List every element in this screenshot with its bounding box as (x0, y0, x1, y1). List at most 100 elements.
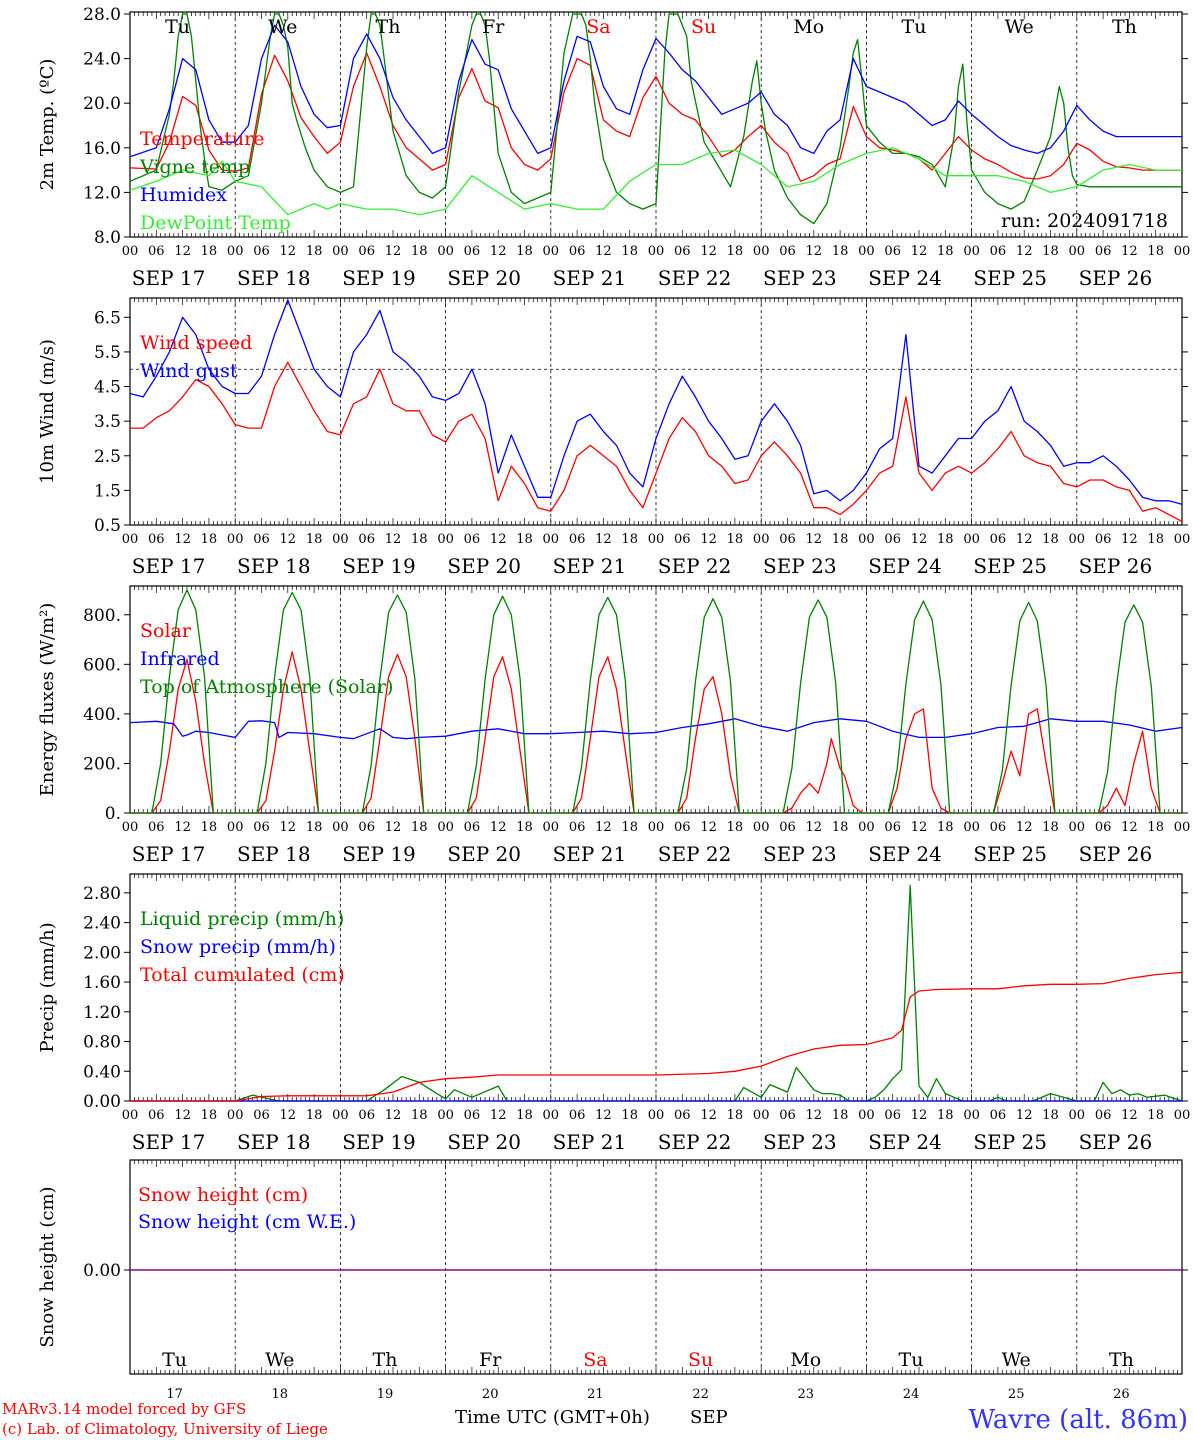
weekday-label: Tu (165, 16, 190, 38)
x-date-label: SEP 24 (868, 842, 942, 866)
x-date-label: SEP 23 (763, 842, 837, 866)
weekday-label: Tu (899, 1349, 924, 1371)
x-date-label: SEP 17 (132, 842, 206, 866)
x-hour-label: 18 (411, 820, 428, 835)
panel-2: 0.5 1.5 2.5 3.5 4.5 5.5 6.5 10m Wind (m/s) Wind … (37, 297, 1191, 578)
y-tick-label: 2.80 (83, 884, 121, 904)
x-hour-label: 00 (543, 820, 560, 835)
x-date-label: SEP 25 (973, 266, 1047, 290)
x-date-label: SEP 19 (342, 266, 416, 290)
y-axis-label: 10m Wind (m/s) (37, 339, 58, 484)
x-hour-label: 18 (832, 244, 849, 259)
x-hour-label: 12 (595, 1108, 612, 1123)
x-hour-label: 06 (990, 532, 1007, 547)
weekday-label: Sa (586, 16, 610, 38)
x-hour-label: 00 (543, 1108, 560, 1123)
day-number-label: 23 (798, 1387, 815, 1402)
y-tick-label: 400. (83, 705, 121, 725)
x-hour-label: 12 (174, 244, 191, 259)
x-hour-label: 00 (437, 820, 454, 835)
day-number-label: 18 (272, 1387, 289, 1402)
weekday-label: Fr (482, 16, 505, 38)
x-hour-label: 06 (1095, 532, 1112, 547)
x-hour-label: 12 (700, 1108, 717, 1123)
x-hour-label: 12 (595, 820, 612, 835)
x-hour-label: 06 (779, 244, 796, 259)
day-number-label: 19 (377, 1387, 394, 1402)
weekday-label: We (1005, 16, 1034, 38)
x-hour-label: 18 (306, 532, 323, 547)
footer: MARv3.14 model forced by GFS (c) Lab. of… (2, 1400, 1188, 1438)
x-hour-label: 00 (332, 244, 349, 259)
x-hour-label: 06 (464, 1108, 481, 1123)
weekday-label: Th (1109, 1349, 1134, 1371)
x-date-label: SEP 23 (763, 266, 837, 290)
day-number-label: 20 (482, 1387, 499, 1402)
x-hour-label: 18 (306, 244, 323, 259)
x-date-label: SEP 18 (237, 266, 311, 290)
x-hour-label: 18 (727, 244, 744, 259)
legend-entry: Total cumulated (cm) (140, 964, 345, 986)
x-hour-label: 12 (1016, 1108, 1033, 1123)
x-hour-label: 00 (963, 1108, 980, 1123)
x-hour-label: 18 (621, 244, 638, 259)
x-hour-label: 00 (648, 1108, 665, 1123)
run-label: run: 2024091718 (1001, 210, 1168, 232)
x-hour-label: 00 (648, 244, 665, 259)
x-hour-label: 12 (385, 244, 402, 259)
x-hour-label: 12 (806, 820, 823, 835)
x-hour-label: 06 (464, 244, 481, 259)
x-hour-label: 06 (674, 532, 691, 547)
x-date-label: SEP 22 (658, 266, 732, 290)
y-tick-label: 0.00 (83, 1092, 121, 1112)
station-name: Wavre (alt. 86m) (968, 1405, 1188, 1435)
x-hour-label: 00 (122, 244, 139, 259)
x-hour-label: 00 (1174, 532, 1191, 547)
y-axis-label: 2m Temp. (ºC) (37, 59, 58, 191)
x-hour-label: 06 (884, 820, 901, 835)
series-line (129, 24, 1182, 158)
x-hour-label: 06 (1095, 820, 1112, 835)
x-date-label: SEP 26 (1079, 1130, 1153, 1154)
x-hour-label: 06 (253, 820, 270, 835)
x-hour-label: 00 (963, 820, 980, 835)
x-date-label: SEP 17 (132, 266, 206, 290)
day-number-label: 26 (1113, 1387, 1130, 1402)
x-hour-label: 00 (332, 820, 349, 835)
x-hour-label: 12 (490, 532, 507, 547)
x-hour-label: 06 (674, 1108, 691, 1123)
legend-entry: Liquid precip (mm/h) (140, 908, 344, 930)
x-hour-label: 18 (516, 244, 533, 259)
x-hour-label: 18 (201, 820, 218, 835)
y-tick-label: 20.0 (83, 94, 121, 114)
x-hour-label: 18 (411, 532, 428, 547)
x-hour-label: 12 (595, 532, 612, 547)
x-hour-label: 06 (253, 244, 270, 259)
x-hour-label: 12 (174, 820, 191, 835)
x-date-label: SEP 20 (447, 266, 521, 290)
x-hour-label: 00 (122, 820, 139, 835)
legend-entry: Infrared (140, 648, 220, 670)
x-hour-label: 18 (306, 1108, 323, 1123)
legend-entry: Wind gust (140, 360, 238, 382)
y-tick-label: 0.5 (94, 516, 121, 536)
x-hour-label: 12 (1016, 532, 1033, 547)
x-hour-label: 00 (437, 244, 454, 259)
x-hour-label: 06 (990, 1108, 1007, 1123)
x-date-label: SEP 25 (973, 842, 1047, 866)
x-date-label: SEP 22 (658, 1130, 732, 1154)
x-date-label: SEP 26 (1079, 842, 1153, 866)
x-date-label: SEP 18 (237, 842, 311, 866)
x-hour-label: 06 (1095, 244, 1112, 259)
legend-entry: Top of Atmosphere (Solar) (140, 676, 393, 698)
y-tick-label: 1.20 (83, 1003, 121, 1023)
x-hour-label: 12 (595, 244, 612, 259)
x-hour-label: 18 (832, 820, 849, 835)
x-hour-label: 00 (227, 532, 244, 547)
x-hour-label: 18 (937, 820, 954, 835)
x-hour-label: 12 (1121, 1108, 1138, 1123)
y-tick-label: 6.5 (94, 308, 121, 328)
x-hour-label: 06 (884, 244, 901, 259)
x-hour-label: 18 (727, 532, 744, 547)
x-date-label: SEP 20 (447, 1130, 521, 1154)
